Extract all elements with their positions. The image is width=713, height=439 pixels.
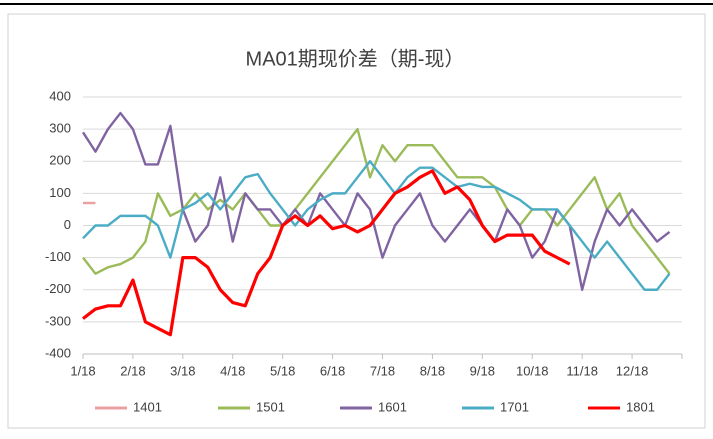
y-tick-label: -400: [45, 345, 71, 360]
y-tick-label: 0: [64, 217, 71, 232]
series-line: [81, 111, 671, 291]
y-tick-label: -100: [45, 249, 71, 264]
y-tick-label: 300: [49, 121, 71, 136]
series-line: [82, 169, 571, 337]
y-tick-label: 200: [49, 153, 71, 168]
y-tick-label: -300: [45, 313, 71, 328]
x-tick-label: 6/18: [320, 363, 345, 378]
legend-label: 1801: [626, 399, 655, 414]
legend-label: 1701: [500, 399, 529, 414]
y-tick-label: 100: [49, 185, 71, 200]
legend-label: 1401: [133, 399, 162, 414]
x-tick-label: 11/18: [566, 363, 598, 378]
x-tick-label: 10/18: [516, 363, 549, 378]
chart-title: MA01期现价差（期-现）: [246, 47, 465, 70]
series-line: [82, 160, 671, 291]
x-tick-label: 2/18: [120, 363, 145, 378]
x-tick-label: 12/18: [616, 363, 649, 378]
y-tick-label: 400: [49, 88, 71, 103]
legend-label: 1501: [256, 399, 285, 414]
x-tick-label: 1/18: [70, 363, 95, 378]
y-tick-label: -200: [45, 281, 71, 296]
x-tick-label: 8/18: [420, 363, 445, 378]
chart-frame: [7, 13, 706, 429]
x-tick-label: 5/18: [270, 363, 295, 378]
x-tick-label: 7/18: [370, 363, 395, 378]
legend-label: 1601: [378, 399, 407, 414]
x-tick-label: 4/18: [220, 363, 245, 378]
series-line: [82, 127, 671, 275]
x-tick-label: 3/18: [170, 363, 195, 378]
x-tick-label: 9/18: [470, 363, 495, 378]
